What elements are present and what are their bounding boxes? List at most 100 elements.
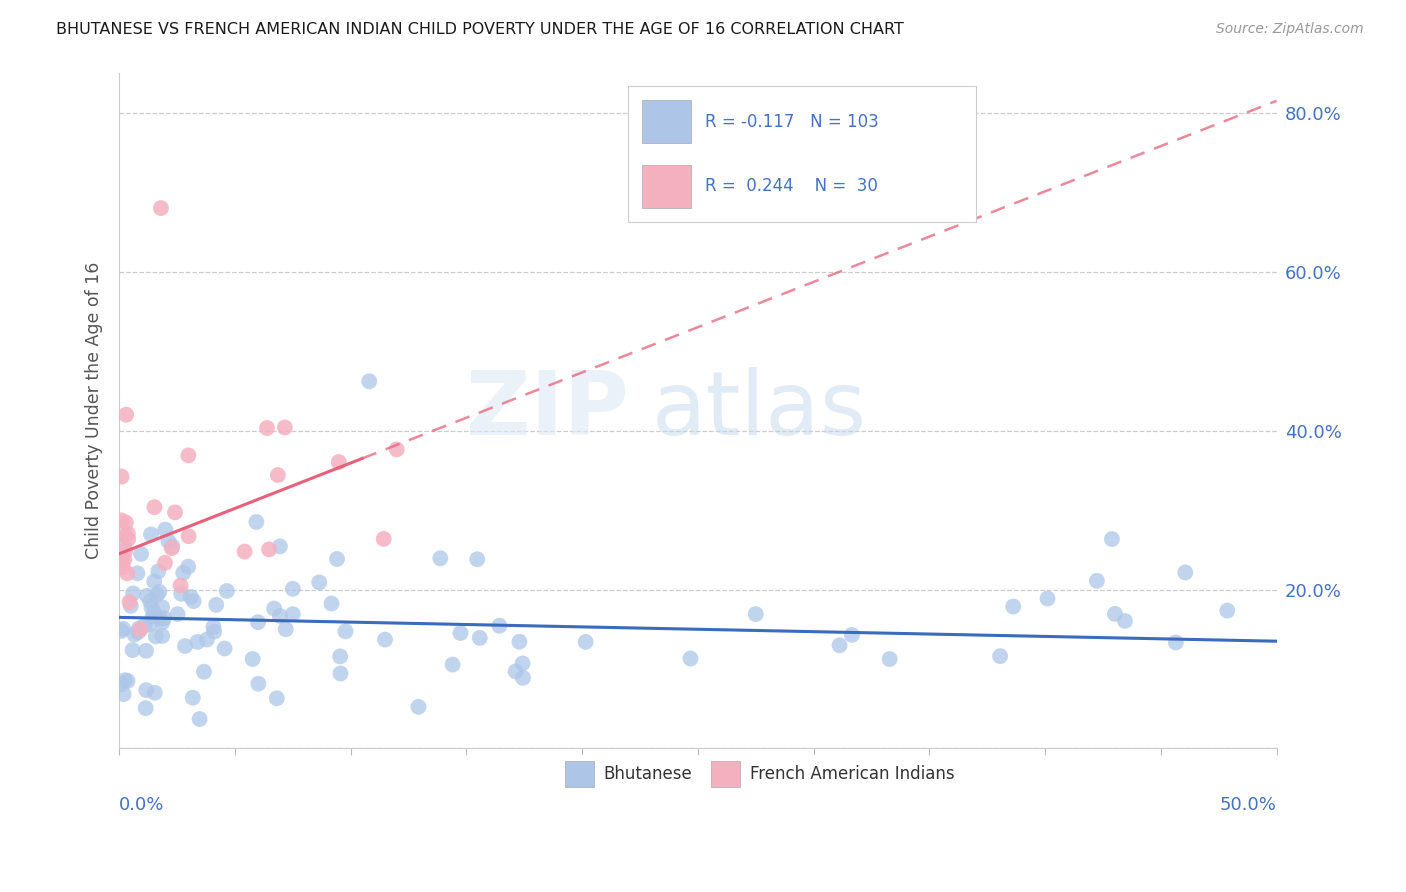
Text: atlas: atlas: [651, 368, 866, 454]
Point: [233, 544, 256, 558]
Point: [1104, 607, 1126, 621]
Point: [122, 586, 145, 600]
Point: [1114, 614, 1136, 628]
Text: 0.0%: 0.0%: [120, 796, 165, 814]
Point: [112, 552, 135, 566]
Point: [143, 574, 166, 589]
Point: [1174, 566, 1197, 580]
Point: [150, 629, 173, 643]
Point: [267, 468, 290, 483]
Point: [124, 627, 146, 641]
Point: [117, 673, 139, 688]
Point: [1036, 591, 1059, 606]
Point: [110, 624, 132, 638]
Point: [111, 560, 134, 574]
Point: [245, 515, 267, 529]
Point: [121, 643, 143, 657]
Y-axis label: Child Poverty Under the Age of 16: Child Poverty Under the Age of 16: [86, 262, 103, 559]
Point: [1101, 532, 1123, 546]
Point: [155, 523, 177, 537]
Point: [145, 629, 167, 643]
Point: [169, 578, 191, 592]
Point: [162, 539, 184, 553]
Point: [256, 421, 278, 435]
Point: [174, 639, 197, 653]
Point: [115, 408, 138, 422]
Point: [188, 712, 211, 726]
Point: [828, 638, 851, 652]
Point: [134, 619, 156, 633]
Point: [679, 651, 702, 665]
Point: [150, 600, 173, 615]
Point: [146, 588, 169, 602]
Point: [120, 599, 142, 613]
Point: [163, 505, 186, 519]
Point: [135, 683, 157, 698]
Point: [429, 551, 451, 566]
Point: [148, 564, 170, 578]
Point: [150, 615, 173, 630]
Point: [186, 635, 208, 649]
Point: [112, 622, 135, 636]
Point: [180, 590, 202, 604]
Point: [266, 691, 288, 706]
Point: [1216, 604, 1239, 618]
Point: [1085, 574, 1108, 588]
Point: [274, 622, 297, 636]
Point: [135, 644, 157, 658]
Point: [879, 652, 901, 666]
Point: [374, 632, 396, 647]
Text: ZIP: ZIP: [465, 368, 628, 454]
Point: [242, 652, 264, 666]
Point: [263, 601, 285, 615]
Point: [110, 513, 132, 527]
Point: [117, 526, 139, 541]
Point: [160, 541, 183, 555]
Point: [127, 625, 149, 640]
Point: [141, 600, 163, 615]
Point: [195, 632, 218, 647]
Point: [118, 595, 141, 609]
Point: [112, 687, 135, 701]
Point: [441, 657, 464, 672]
Point: [193, 665, 215, 679]
Point: [143, 500, 166, 515]
Point: [153, 611, 176, 625]
Point: [335, 624, 357, 639]
Point: [202, 624, 225, 639]
Point: [114, 673, 136, 688]
Point: [117, 532, 139, 546]
Point: [142, 609, 165, 624]
Point: [247, 677, 270, 691]
Point: [136, 589, 159, 603]
Point: [359, 374, 381, 388]
Point: [202, 620, 225, 634]
Point: [329, 666, 352, 681]
Point: [127, 566, 149, 581]
Point: [274, 420, 297, 434]
Point: [110, 553, 132, 567]
Point: [177, 529, 200, 543]
Point: [170, 587, 193, 601]
Point: [247, 615, 270, 630]
Point: [257, 542, 280, 557]
Point: [114, 543, 136, 558]
Point: [841, 628, 863, 642]
Point: [512, 671, 534, 685]
Point: [135, 701, 157, 715]
Point: [115, 516, 138, 530]
Point: [328, 455, 350, 469]
Point: [110, 469, 132, 483]
Point: [129, 623, 152, 637]
Point: [321, 597, 343, 611]
Point: [139, 527, 162, 541]
Point: [308, 575, 330, 590]
Text: 50.0%: 50.0%: [1220, 796, 1277, 814]
Point: [148, 611, 170, 625]
Point: [181, 690, 204, 705]
Point: [508, 634, 530, 648]
Point: [281, 582, 304, 596]
Point: [129, 547, 152, 561]
Point: [143, 686, 166, 700]
Point: [465, 552, 488, 566]
